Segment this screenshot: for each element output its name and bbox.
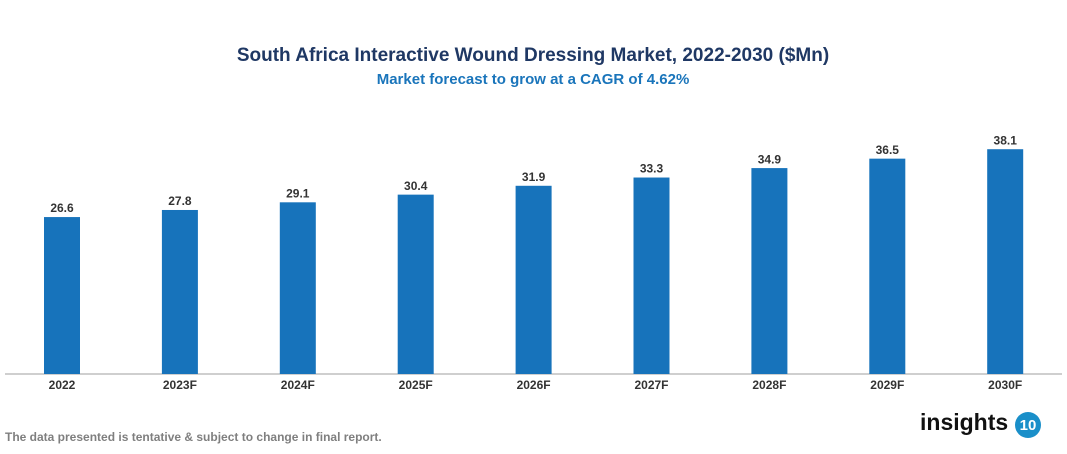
bar bbox=[161, 209, 198, 374]
value-label: 29.1 bbox=[286, 186, 310, 200]
bar bbox=[279, 202, 316, 374]
value-label: 26.6 bbox=[50, 201, 74, 215]
logo-badge bbox=[1015, 412, 1041, 438]
x-tick-label: 2027F bbox=[634, 378, 668, 392]
x-tick-label: 2024F bbox=[281, 378, 315, 392]
x-tick-label: 2028F bbox=[752, 378, 786, 392]
x-tick-label: 2026F bbox=[517, 378, 551, 392]
chart-subtitle: Market forecast to grow at a CAGR of 4.6… bbox=[377, 71, 690, 88]
bar bbox=[397, 194, 434, 374]
value-label: 30.4 bbox=[404, 179, 428, 193]
value-label: 36.5 bbox=[876, 143, 900, 157]
value-label: 27.8 bbox=[168, 194, 192, 208]
logo-badge-text: 10 bbox=[1020, 417, 1037, 434]
x-tick-label: 2023F bbox=[163, 378, 197, 392]
x-tick-label: 2025F bbox=[399, 378, 433, 392]
chart-title: South Africa Interactive Wound Dressing … bbox=[237, 45, 829, 66]
bar bbox=[515, 185, 552, 374]
bar bbox=[987, 149, 1024, 374]
value-label: 34.9 bbox=[758, 152, 782, 166]
x-tick-label: 2022 bbox=[49, 378, 76, 392]
value-label: 38.1 bbox=[994, 133, 1018, 147]
bar bbox=[751, 168, 788, 374]
bar bbox=[869, 158, 906, 374]
x-tick-label: 2029F bbox=[870, 378, 904, 392]
bar bbox=[44, 217, 80, 374]
value-label: 33.3 bbox=[640, 162, 664, 176]
logo-text: insights bbox=[920, 409, 1008, 435]
bar bbox=[633, 177, 670, 374]
value-label: 31.9 bbox=[522, 170, 546, 184]
x-tick-label: 2030F bbox=[988, 378, 1022, 392]
footnote: The data presented is tentative & subjec… bbox=[5, 430, 382, 444]
